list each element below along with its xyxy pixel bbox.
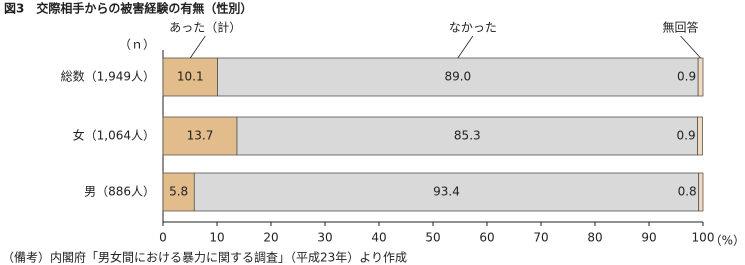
value-label: 89.0 (444, 70, 471, 84)
x-tick-label: 50 (425, 231, 440, 245)
category-label: 女（1,064人） (73, 128, 155, 143)
legend-label: 無回答 (663, 20, 699, 35)
x-tick-label: 0 (159, 231, 167, 245)
value-label: 0.9 (677, 70, 696, 84)
x-tick-label: 60 (479, 231, 494, 245)
bar-segment (162, 116, 238, 156)
legend-leader (457, 35, 474, 59)
category-header: （ｎ） (119, 38, 155, 52)
chart-title: 図3 交際相手からの被害経験の有無（性別） (4, 1, 252, 16)
bar-segment (217, 57, 699, 97)
bar-segment (697, 116, 703, 156)
bar-segment (697, 57, 704, 97)
category-label: 男（886人） (84, 185, 155, 199)
x-tick-label: 40 (371, 231, 386, 245)
x-tick-label: 20 (263, 231, 278, 245)
legend-label: なかった (449, 21, 497, 35)
bar-segment (698, 172, 704, 212)
value-label: 10.1 (177, 70, 204, 84)
x-tick-label: 90 (641, 231, 656, 245)
category-label: 総数（1,949人） (61, 69, 155, 84)
value-label: 85.3 (454, 129, 481, 143)
x-tick-label: 70 (533, 231, 548, 245)
x-unit: （%） (710, 234, 745, 248)
value-label: 0.8 (678, 185, 697, 199)
x-tick-label: 30 (317, 231, 332, 245)
x-tick-label: 10 (209, 231, 224, 245)
source-note: （備考）内閣府「男女間における暴力に関する調査」（平成23年）より作成 (2, 250, 407, 265)
bar-segment (162, 172, 195, 212)
x-tick-label: 80 (587, 231, 602, 245)
legend-leader (680, 35, 701, 59)
bar-segment (236, 116, 698, 156)
bar-segment (193, 172, 700, 212)
value-label: 5.8 (169, 185, 188, 199)
legend-leader (189, 35, 206, 59)
value-label: 0.9 (677, 129, 696, 143)
value-label: 93.4 (433, 185, 460, 199)
value-label: 13.7 (187, 129, 214, 143)
x-tick-label: 100 (692, 231, 715, 245)
legend-label: あった（計） (169, 20, 241, 35)
